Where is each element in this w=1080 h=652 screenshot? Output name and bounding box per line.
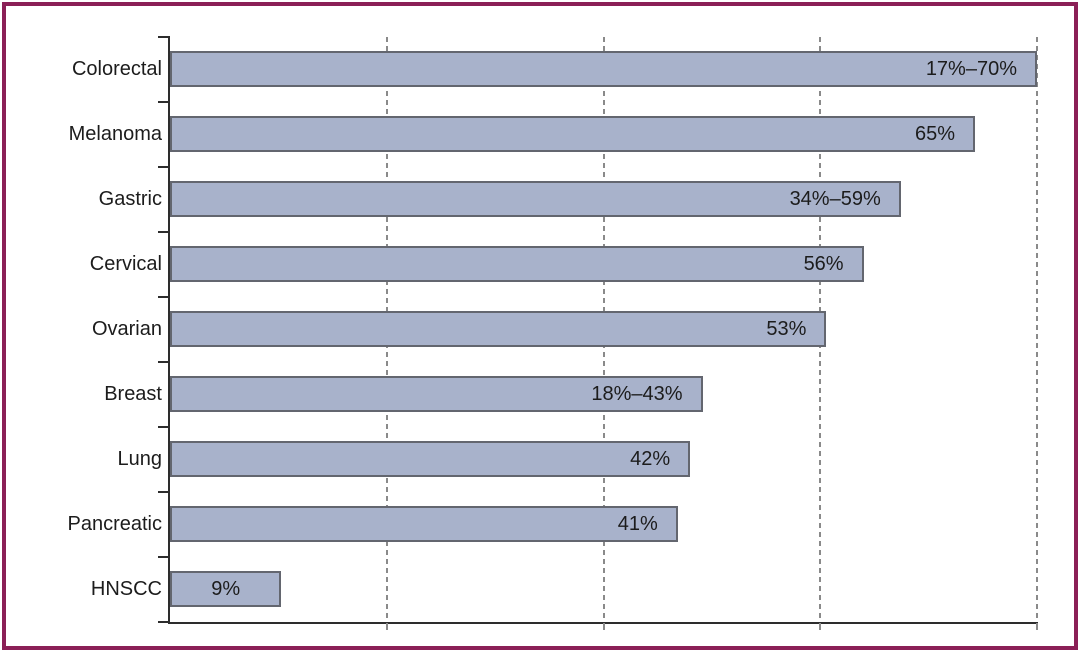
- bar-colorectal: 17%–70%: [170, 51, 1037, 87]
- chart-row-melanoma: Melanoma 65%: [69, 102, 1037, 167]
- value-label-ovarian: 53%: [766, 317, 807, 340]
- y-axis-tick: [158, 361, 170, 363]
- y-axis-tick: [158, 166, 170, 168]
- value-label-breast: 18%–43%: [591, 382, 683, 405]
- gridline: [1036, 37, 1038, 622]
- x-axis-tick: [602, 623, 605, 630]
- chart-row-pancreatic: Pancreatic 41%: [68, 492, 1037, 557]
- category-label-melanoma: Melanoma: [68, 123, 162, 145]
- value-label-colorectal: 17%–70%: [925, 57, 1017, 80]
- value-label-lung: 42%: [630, 447, 671, 470]
- value-label-pancreatic: 41%: [617, 512, 658, 535]
- y-axis-tick: [158, 296, 170, 298]
- category-label-gastric: Gastric: [98, 188, 162, 210]
- category-label-pancreatic: Pancreatic: [67, 513, 163, 535]
- y-axis-tick: [158, 101, 170, 103]
- bar-gastric: 34%–59%: [170, 181, 901, 217]
- y-axis-tick: [158, 491, 170, 493]
- category-label-lung: Lung: [117, 448, 163, 470]
- bar-lung: 42%: [170, 441, 691, 477]
- y-axis-tick: [158, 556, 170, 558]
- chart-row-cervical: Cervical 56%: [90, 232, 1037, 297]
- value-label-gastric: 34%–59%: [789, 187, 881, 210]
- y-axis-tick: [158, 36, 170, 38]
- x-axis-tick: [385, 623, 388, 630]
- chart-row-colorectal: Colorectal 17%–70%: [72, 37, 1037, 102]
- chart-row-lung: Lung 42%: [118, 427, 1037, 492]
- chart-rows: Colorectal 17%–70% Melanoma 65% Gastric 34%–5…: [68, 37, 1037, 622]
- y-axis-tick: [158, 231, 170, 233]
- y-axis-line: [168, 37, 170, 624]
- category-label-breast: Breast: [104, 383, 162, 405]
- chart-row-hnscc: HNSCC 9%: [91, 557, 1037, 622]
- value-label-cervical: 56%: [803, 252, 844, 275]
- bar-cervical: 56%: [170, 246, 864, 282]
- y-axis-tick: [158, 426, 170, 428]
- bar-chart-plot-area: Colorectal 17%–70% Melanoma 65% Gastric 34%–5…: [68, 36, 1038, 630]
- category-label-ovarian: Ovarian: [91, 318, 162, 340]
- category-label-cervical: Cervical: [89, 253, 162, 275]
- y-axis-tick: [158, 621, 170, 623]
- category-label-hnscc: HNSCC: [90, 578, 162, 600]
- x-axis-tick: [1036, 623, 1038, 630]
- chart-row-gastric: Gastric 34%–59%: [99, 167, 1037, 232]
- category-label-colorectal: Colorectal: [71, 58, 162, 80]
- bar-pancreatic: 41%: [170, 506, 678, 542]
- bar-breast: 18%–43%: [170, 376, 703, 412]
- chart-row-ovarian: Ovarian 53%: [92, 297, 1037, 362]
- x-axis-tick: [819, 623, 822, 630]
- value-label-hnscc: 9%: [211, 577, 241, 600]
- value-label-melanoma: 65%: [915, 122, 956, 145]
- bar-ovarian: 53%: [170, 311, 827, 347]
- chart-row-breast: Breast 18%–43%: [104, 362, 1037, 427]
- bar-melanoma: 65%: [170, 116, 976, 152]
- bar-hnscc: 9%: [170, 571, 282, 607]
